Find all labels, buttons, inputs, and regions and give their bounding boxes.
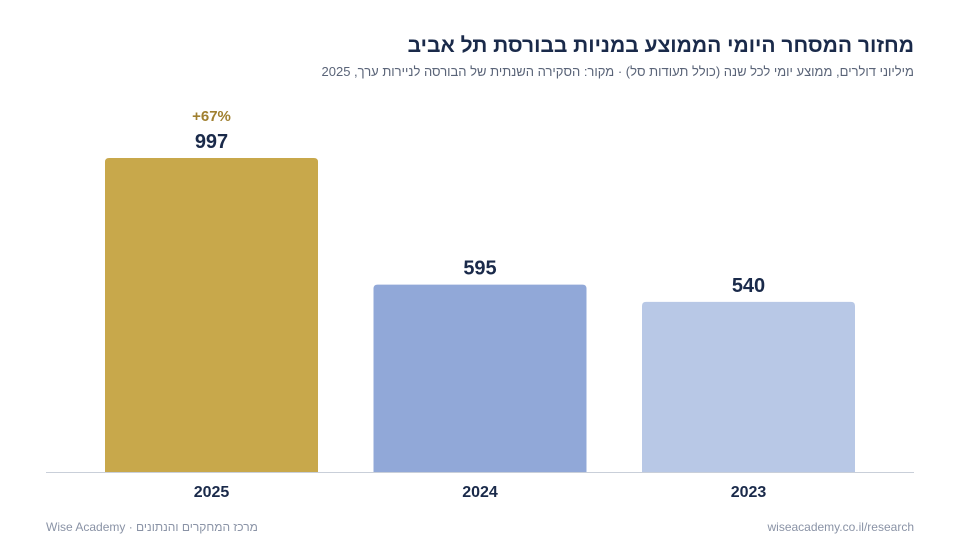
growth-annotation-2025: +67% (192, 108, 231, 125)
x-tick-label-2023: 2023 (731, 484, 767, 501)
bar-2024 (373, 284, 587, 472)
x-tick-label-2025: 2025 (194, 484, 230, 501)
bar-2025 (105, 158, 318, 472)
chart-subtitle: מיליוני דולרים, ממוצע יומי לכל שנה (כולל… (321, 64, 915, 79)
bar-2023 (642, 301, 855, 472)
value-label-2025: 997 (195, 131, 228, 153)
chart-title: מחזור המסחר היומי הממוצע במניות בבורסת ת… (407, 34, 914, 57)
x-tick-label-2024: 2024 (462, 484, 498, 501)
value-label-2024: 595 (463, 258, 496, 280)
value-label-2023: 540 (732, 275, 765, 297)
footer-url[interactable]: wiseacademy.co.il/research (767, 520, 914, 534)
footer-credit: מרכז המחקרים והנתונים · Wise Academy (46, 520, 258, 534)
